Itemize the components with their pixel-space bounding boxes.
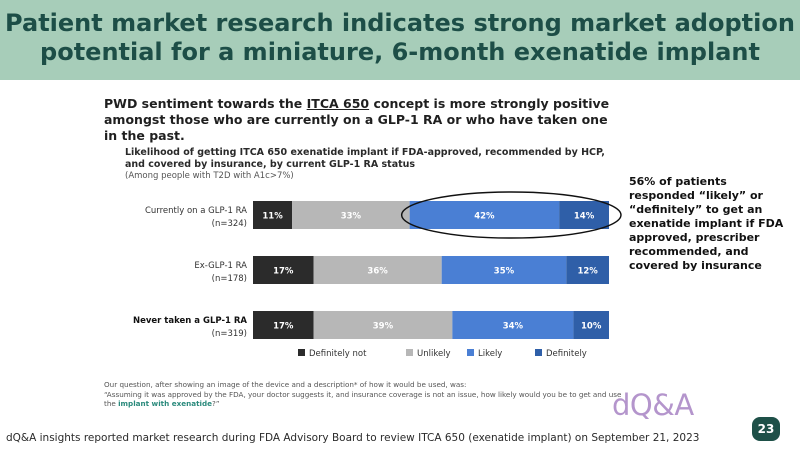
- chart-headline: PWD sentiment towards the ITCA 650 conce…: [104, 96, 624, 144]
- legend-swatch-2: [467, 349, 474, 356]
- page-number-badge: 23: [752, 417, 780, 441]
- bar-0-0: [253, 201, 293, 229]
- bar-label-1-0: 17%: [273, 267, 294, 277]
- category-label-2: Never taken a GLP-1 RA: [133, 316, 247, 326]
- bar-2-0: [253, 311, 314, 339]
- bar-label-2-2: 34%: [503, 322, 524, 332]
- bar-label-0-3: 14%: [574, 212, 595, 222]
- bar-0-3: [559, 201, 609, 229]
- category-label-0: Currently on a GLP-1 RA: [145, 206, 247, 216]
- bar-label-2-0: 17%: [273, 322, 294, 332]
- bar-label-0-1: 33%: [341, 212, 362, 222]
- footnote-end: ?”: [212, 399, 220, 408]
- annotation-oval: [400, 191, 622, 239]
- bar-label-0-0: 11%: [262, 212, 283, 222]
- chart-subtitle: (Among people with T2D with A1c>7%): [125, 171, 294, 181]
- bar-2-1: [313, 311, 453, 339]
- legend-label-3: Definitely: [546, 349, 587, 359]
- legend-label-1: Unlikely: [417, 349, 451, 359]
- bar-1-3: [566, 256, 609, 284]
- headline-part2: concept is more strongly positive amongs…: [104, 96, 610, 143]
- legend-swatch-0: [298, 349, 305, 356]
- bar-1-1: [313, 256, 442, 284]
- bar-1-2: [441, 256, 567, 284]
- slide-title: Patient market research indicates strong…: [0, 9, 800, 67]
- headline-part1: PWD sentiment towards the: [104, 96, 307, 111]
- chart-panel: [96, 88, 616, 416]
- title-band: [0, 0, 800, 80]
- legend-swatch-1: [406, 349, 413, 356]
- bar-label-1-1: 36%: [367, 267, 388, 277]
- bar-label-2-1: 39%: [373, 322, 394, 332]
- callout-text: 56% of patients responded “likely” or “d…: [629, 175, 784, 272]
- bar-label-1-3: 12%: [577, 267, 598, 277]
- slide-title-line2: potential for a miniature, 6-month exena…: [40, 38, 760, 66]
- bar-label-2-3: 10%: [581, 322, 602, 332]
- category-n-0: (n=324): [212, 219, 247, 229]
- footnote-line2: “Assuming it was approved by the FDA, yo…: [104, 390, 624, 409]
- footnote-highlight: implant with exenatide: [118, 399, 212, 408]
- chart-title: Likelihood of getting ITCA 650 exenatide…: [125, 147, 605, 170]
- bar-1-0: [253, 256, 314, 284]
- headline-underlined: ITCA 650: [306, 96, 370, 111]
- bar-0-2: [409, 201, 560, 229]
- footer-source: dQ&A insights reported market research d…: [6, 432, 700, 444]
- footnote-question: “Assuming it was approved by the FDA, yo…: [104, 389, 622, 409]
- footnote-line1: Our question, after showing an image of …: [104, 380, 467, 389]
- dqa-logo: dQ&A: [612, 388, 694, 422]
- bar-label-1-2: 35%: [494, 267, 515, 277]
- category-n-1: (n=178): [212, 274, 247, 284]
- category-label-1: Ex-GLP-1 RA: [194, 261, 247, 271]
- footnote: Our question, after showing an image of …: [104, 380, 624, 409]
- bar-0-1: [292, 201, 410, 229]
- bar-2-3: [573, 311, 609, 339]
- slide-title-line1: Patient market research indicates strong…: [5, 9, 795, 37]
- legend-label-0: Definitely not: [309, 349, 367, 359]
- legend-swatch-3: [535, 349, 542, 356]
- category-n-2: (n=319): [212, 329, 247, 339]
- bar-2-2: [452, 311, 574, 339]
- bar-label-0-2: 42%: [474, 212, 495, 222]
- legend-label-2: Likely: [478, 349, 502, 359]
